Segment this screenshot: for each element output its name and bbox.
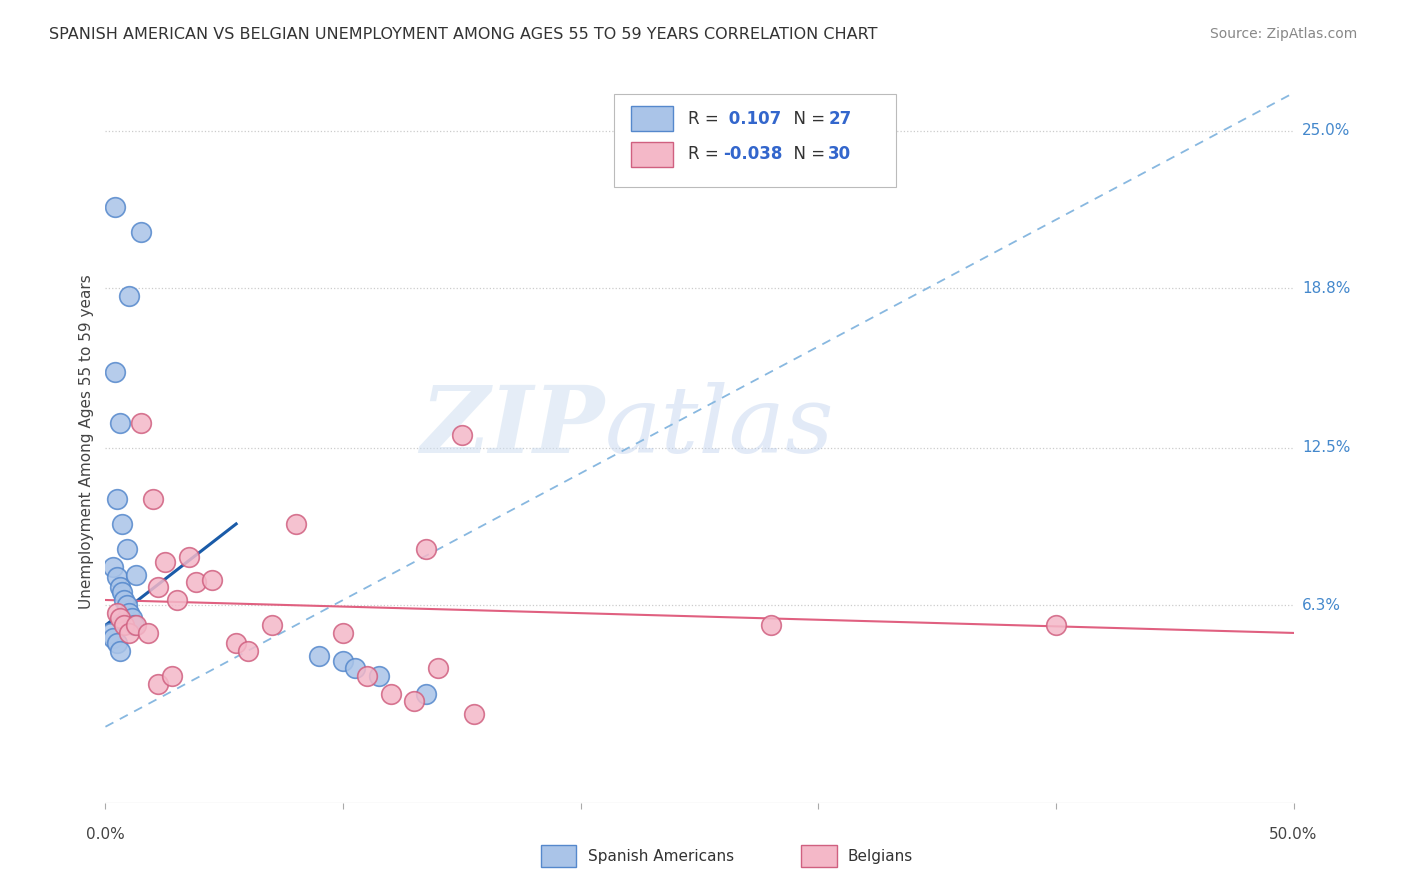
Point [427,661,450,675]
Point [129,416,152,430]
Point [111,585,134,599]
Point [101,560,124,574]
Point [332,626,354,640]
Point [129,226,152,240]
Point [146,580,169,594]
Point [108,643,131,657]
Point [236,643,259,657]
Point [450,428,472,442]
Point [118,626,141,640]
Point [260,618,283,632]
Point [105,570,128,584]
Point [367,669,389,683]
Point [404,694,426,708]
Point [104,365,127,379]
Text: N =: N = [783,145,831,163]
Point [108,611,131,625]
Text: R =: R = [688,145,724,163]
Text: Spanish Americans: Spanish Americans [588,849,734,863]
Point [759,618,782,632]
Text: 25.0%: 25.0% [1302,123,1350,138]
Point [153,555,176,569]
Point [108,416,131,430]
Point [98,626,121,640]
Point [415,542,437,557]
Point [101,631,124,645]
Point [111,516,134,531]
Point [105,491,128,506]
Point [108,580,131,594]
Text: 27: 27 [828,110,852,128]
Text: atlas: atlas [605,382,834,472]
Point [356,669,378,683]
Point [201,573,224,587]
Point [184,575,207,590]
Text: Source: ZipAtlas.com: Source: ZipAtlas.com [1209,27,1357,41]
Text: N =: N = [783,110,831,128]
Text: 6.3%: 6.3% [1302,598,1341,613]
Text: SPANISH AMERICAN VS BELGIAN UNEMPLOYMENT AMONG AGES 55 TO 59 YEARS CORRELATION C: SPANISH AMERICAN VS BELGIAN UNEMPLOYMENT… [49,27,877,42]
Point [308,648,330,663]
Text: 50.0%: 50.0% [1270,827,1317,841]
Point [125,567,148,582]
Point [166,593,188,607]
Point [142,491,165,506]
Point [380,687,402,701]
Point [332,654,354,668]
Point [104,200,127,214]
Text: 18.8%: 18.8% [1302,281,1350,295]
Point [1045,618,1067,632]
Point [343,661,366,675]
Point [118,289,141,303]
Point [114,618,136,632]
Point [284,516,307,531]
Point [160,669,183,683]
Point [125,618,148,632]
Point [105,606,128,620]
Point [115,598,138,612]
Text: 0.107: 0.107 [723,110,780,128]
Point [105,636,128,650]
Text: 12.5%: 12.5% [1302,441,1350,456]
Point [122,618,145,632]
Point [177,549,200,564]
Text: ZIP: ZIP [420,382,605,472]
Point [114,593,136,607]
Point [463,707,485,722]
Text: Belgians: Belgians [848,849,912,863]
Point [136,626,159,640]
Point [225,636,247,650]
Text: 30: 30 [828,145,851,163]
Text: R =: R = [688,110,724,128]
Point [121,611,143,625]
Text: -0.038: -0.038 [723,145,782,163]
Point [115,542,138,557]
Y-axis label: Unemployment Among Ages 55 to 59 years: Unemployment Among Ages 55 to 59 years [79,274,94,609]
Point [415,687,437,701]
Text: 0.0%: 0.0% [86,827,125,841]
Point [118,606,141,620]
Point [146,676,169,690]
